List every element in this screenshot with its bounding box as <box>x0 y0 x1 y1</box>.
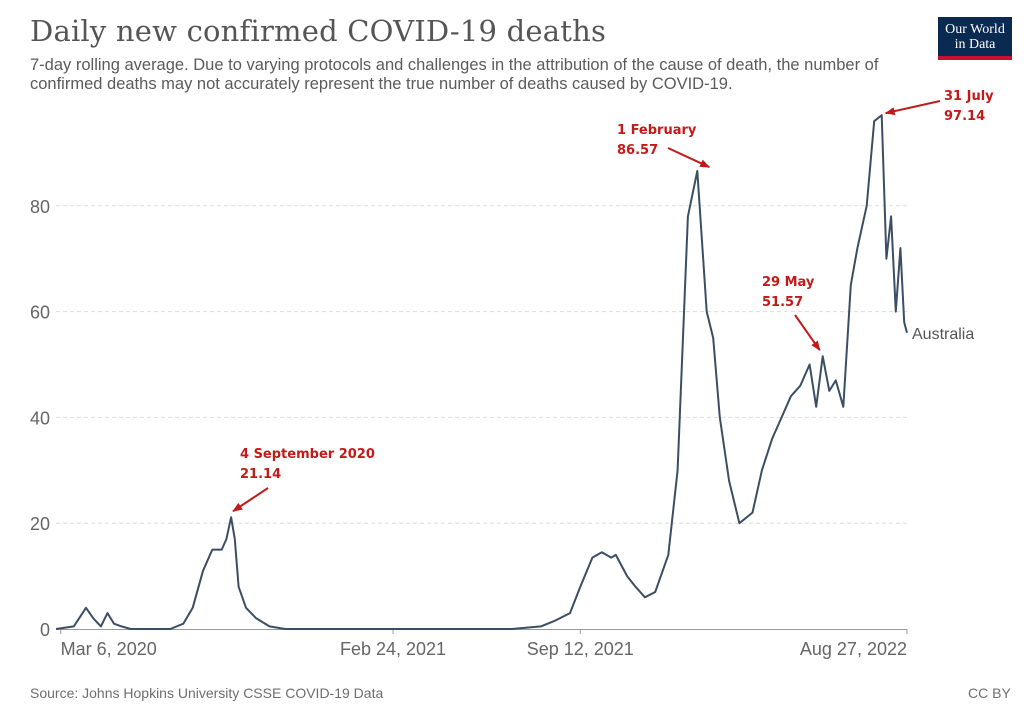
source-note: Source: Johns Hopkins University CSSE CO… <box>30 685 384 701</box>
y-tick-label: 20 <box>30 514 50 534</box>
chart-title: Daily new confirmed COVID-19 deaths <box>30 14 607 48</box>
grid-layer <box>56 205 907 524</box>
series-line-australia[interactable] <box>55 114 908 630</box>
chart-subtitle: 7-day rolling average. Due to varying pr… <box>30 56 879 93</box>
y-axis: 0 20 40 60 80 <box>30 197 907 640</box>
annotation-arrow <box>232 487 269 513</box>
y-tick-label: 80 <box>30 197 50 217</box>
annotation-value: 51.57 <box>762 295 803 310</box>
x-axis: Mar 6, 2020 Feb 24, 2021 Sep 12, 2021 Aug 2… <box>60 629 908 659</box>
annotation-date: 31 July <box>944 89 994 104</box>
x-tick-label: Sep 12, 2021 <box>527 639 634 659</box>
annotation-arrow <box>667 147 711 168</box>
series-layer: Australia <box>55 114 974 630</box>
x-tick-label: Mar 6, 2020 <box>61 639 157 659</box>
annotation-arrow <box>794 314 821 352</box>
annotation: 29 May 51.57 <box>762 275 821 352</box>
annotation-date: 29 May <box>762 275 815 290</box>
owid-logo[interactable]: Our World in Data <box>938 17 1012 60</box>
series-label: Australia <box>912 326 974 343</box>
annotation: 4 September 2020 21.14 <box>232 447 375 513</box>
annotation-value: 97.14 <box>944 109 985 124</box>
logo-line-1: Our World <box>945 22 1005 37</box>
annotation-value: 21.14 <box>240 467 281 482</box>
y-tick-label: 60 <box>30 303 50 323</box>
annotation-value: 86.57 <box>617 143 658 158</box>
logo-line-2: in Data <box>954 37 996 52</box>
x-tick-label: Feb 24, 2021 <box>340 639 446 659</box>
annotation-layer: 4 September 2020 21.14 1 February 86.57 29 M… <box>232 89 994 513</box>
annotation-date: 1 February <box>617 123 697 138</box>
annotation: 1 February 86.57 <box>617 123 711 168</box>
y-tick-label: 0 <box>40 620 50 640</box>
y-tick-label: 40 <box>30 408 50 428</box>
license-link[interactable]: CC BY <box>968 685 1011 701</box>
x-tick-label: Aug 27, 2022 <box>800 639 907 659</box>
annotation: 31 July 97.14 <box>884 89 994 124</box>
annotation-arrow <box>884 100 941 116</box>
annotation-date: 4 September 2020 <box>240 447 375 462</box>
